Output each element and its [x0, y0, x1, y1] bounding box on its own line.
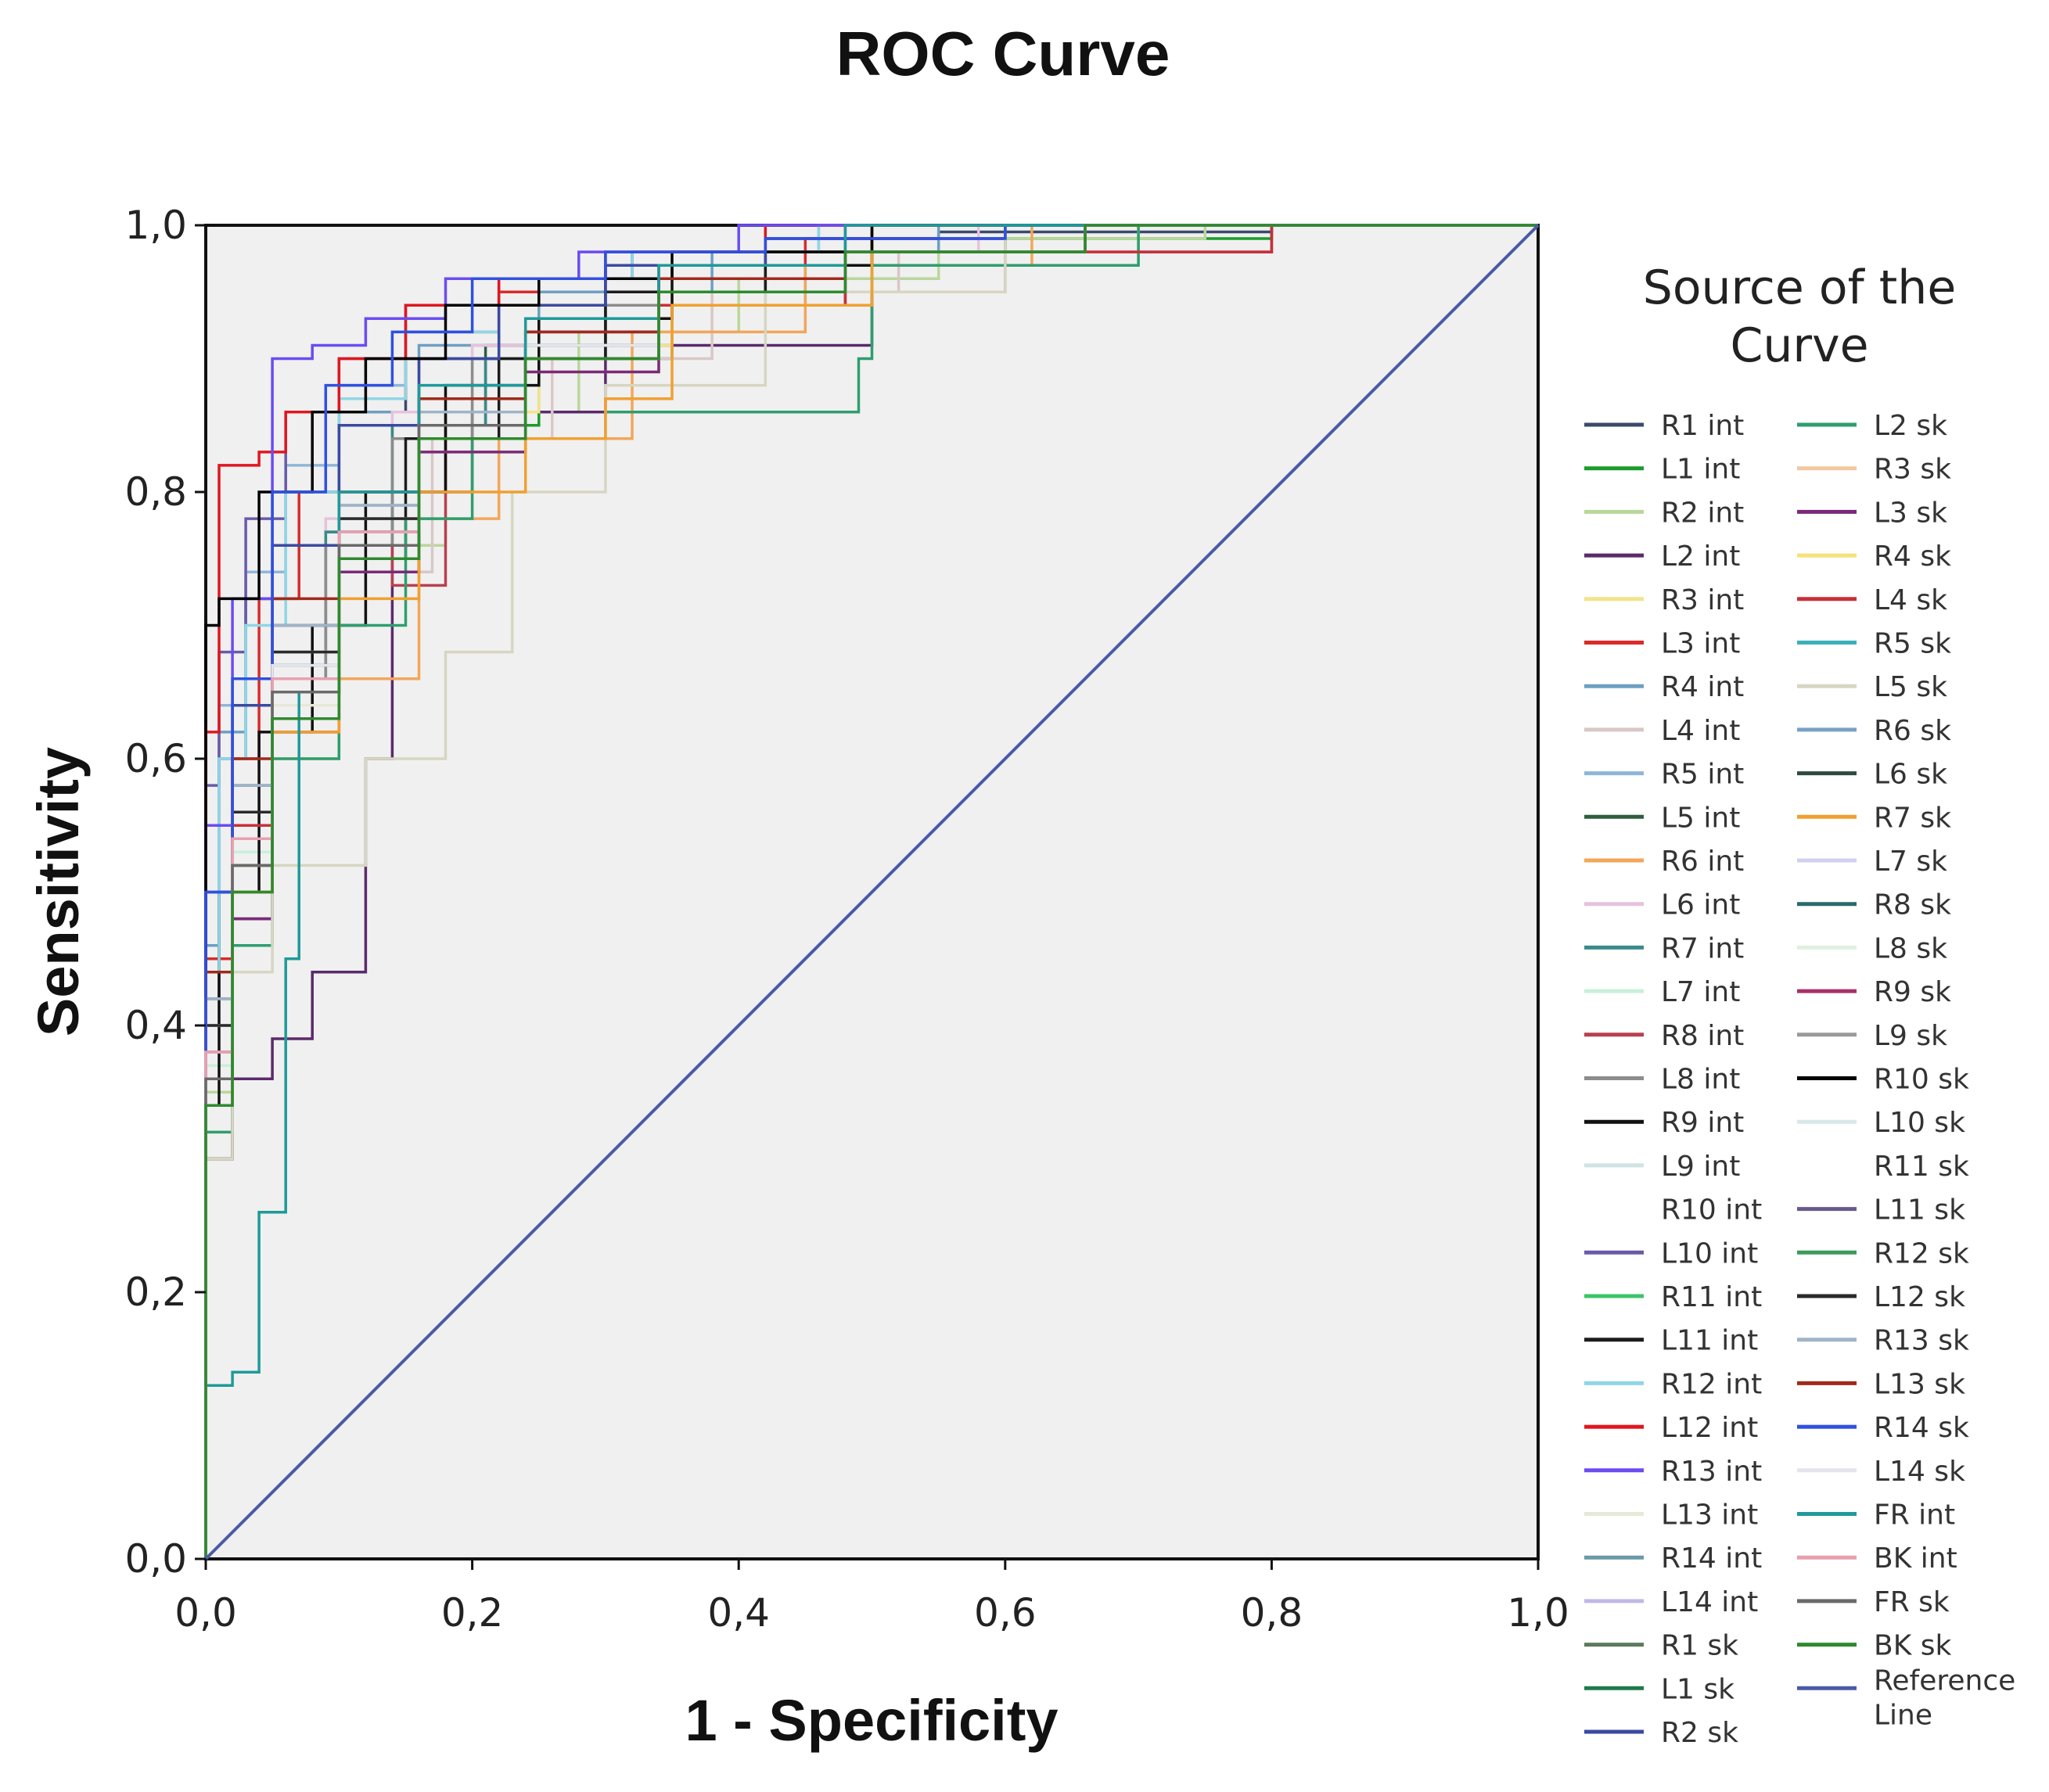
legend-label-l14-sk: L14 sk — [1874, 1456, 1965, 1488]
axis-ticks: 0,0 0,2 0,4 0,6 0,8 1,0 0,0 0,2 0,4 0,6 0,8 1,0 — [124, 203, 1569, 1636]
legend-label-r11-int: R11 int — [1661, 1281, 1762, 1313]
legend-label-r1-int: R1 int — [1661, 410, 1744, 442]
legend-label-l13-int: L13 int — [1661, 1499, 1758, 1532]
legend-label-l3-int: L3 int — [1661, 628, 1740, 660]
legend-label-r11-sk: R11 sk — [1874, 1151, 1969, 1183]
legend-label-l11-sk: L11 sk — [1874, 1194, 1965, 1226]
legend-label-r6-sk: R6 sk — [1874, 715, 1951, 747]
legend-label-l5-int: L5 int — [1661, 802, 1740, 834]
x-tick-label: 0,4 — [707, 1590, 770, 1636]
x-tick-label: 0,2 — [441, 1590, 504, 1636]
legend-label-r7-sk: R7 sk — [1874, 802, 1951, 834]
legend-label-l11-int: L11 int — [1661, 1325, 1758, 1357]
legend-label-r5-sk: R5 sk — [1874, 628, 1951, 660]
legend-items: R1 int L1 int R2 int L2 int R3 int L3 int R4 i… — [1584, 410, 2015, 1749]
legend-label-l5-sk: L5 sk — [1874, 671, 1947, 703]
legend-label-l6-int: L6 int — [1661, 889, 1740, 921]
y-tick-label: 1,0 — [124, 203, 187, 248]
legend-label-r14-int: R14 int — [1661, 1542, 1762, 1575]
legend-label-l10-sk: L10 sk — [1874, 1107, 1965, 1139]
legend-label-l2-int: L2 int — [1661, 540, 1740, 573]
legend-label-bk-sk: BK sk — [1874, 1630, 1952, 1662]
legend-label-reference-line: Reference — [1874, 1665, 2015, 1697]
legend-label-r3-int: R3 int — [1661, 584, 1744, 616]
legend-label-r9-sk: R9 sk — [1874, 976, 1951, 1008]
x-tick-label: 0,6 — [974, 1590, 1037, 1636]
legend-label-l7-int: L7 int — [1661, 976, 1740, 1008]
legend-label-l6-sk: L6 sk — [1874, 759, 1947, 791]
legend-label-r6-int: R6 int — [1661, 846, 1744, 878]
legend-label-l8-sk: L8 sk — [1874, 932, 1947, 964]
legend-label-r2-int: R2 int — [1661, 497, 1744, 529]
y-tick-label: 0,6 — [124, 736, 187, 781]
y-tick-label: 0,2 — [124, 1269, 187, 1315]
legend-label-r8-int: R8 int — [1661, 1020, 1744, 1052]
series-line-l2-sk — [204, 224, 1538, 1559]
legend-label-l12-int: L12 int — [1661, 1412, 1758, 1444]
roc-curves — [204, 224, 1540, 1560]
legend-label-l3-sk: L3 sk — [1874, 497, 1947, 529]
y-tick-label: 0,4 — [124, 1003, 187, 1048]
series-line-reference-line — [204, 224, 1540, 1560]
legend-label-r13-int: R13 int — [1661, 1456, 1762, 1488]
legend-label-r4-sk: R4 sk — [1874, 540, 1951, 573]
legend-label-r12-sk: R12 sk — [1874, 1237, 1969, 1269]
x-tick-label: 0,0 — [174, 1590, 237, 1636]
legend-label-fr-int: FR int — [1874, 1499, 1955, 1532]
legend-label-l2-sk: L2 sk — [1874, 410, 1947, 442]
legend-label-r4-int: R4 int — [1661, 671, 1744, 703]
legend-label-r5-int: R5 int — [1661, 759, 1744, 791]
x-tick-label: 1,0 — [1507, 1590, 1569, 1636]
legend-label-r9-int: R9 int — [1661, 1107, 1744, 1139]
y-axis-title: Sensitivity — [26, 747, 91, 1036]
legend: Source of the Curve R1 int L1 int R2 int L2… — [1584, 260, 2015, 1749]
y-tick-label: 0,0 — [124, 1536, 187, 1582]
legend-label-r10-int: R10 int — [1661, 1194, 1762, 1226]
legend-label-r13-sk: R13 sk — [1874, 1325, 1969, 1357]
legend-label-bk-int: BK int — [1874, 1542, 1957, 1575]
chart-title: ROC Curve — [836, 19, 1170, 88]
legend-label-l10-int: L10 int — [1661, 1237, 1758, 1269]
legend-label-r2-sk: R2 sk — [1661, 1717, 1738, 1749]
legend-label-l1-int: L1 int — [1661, 454, 1740, 486]
legend-label-l12-sk: L12 sk — [1874, 1281, 1965, 1313]
legend-label-r1-sk: R1 sk — [1661, 1630, 1738, 1662]
legend-label-l4-sk: L4 sk — [1874, 584, 1947, 616]
legend-label-l8-int: L8 int — [1661, 1064, 1740, 1096]
legend-label-r3-sk: R3 sk — [1874, 454, 1951, 486]
legend-label-r10-sk: R10 sk — [1874, 1064, 1969, 1096]
legend-label-r8-sk: R8 sk — [1874, 889, 1951, 921]
legend-label-l4-int: L4 int — [1661, 715, 1740, 747]
legend-label-reference-line: Line — [1874, 1699, 1932, 1731]
legend-label-l14-int: L14 int — [1661, 1586, 1758, 1618]
x-tick-label: 0,8 — [1241, 1590, 1303, 1636]
legend-label-fr-sk: FR sk — [1874, 1586, 1950, 1618]
legend-label-r12-int: R12 int — [1661, 1368, 1762, 1400]
legend-title: Source of the — [1643, 260, 1957, 315]
legend-label-l9-sk: L9 sk — [1874, 1020, 1947, 1052]
legend-label-r7-int: R7 int — [1661, 932, 1744, 964]
legend-label-r14-sk: R14 sk — [1874, 1412, 1969, 1444]
legend-title: Curve — [1730, 318, 1868, 373]
legend-label-l9-int: L9 int — [1661, 1151, 1740, 1183]
series-line-bk-sk — [204, 224, 1538, 1559]
legend-label-l13-sk: L13 sk — [1874, 1368, 1965, 1400]
series-line-r14-sk — [204, 224, 1538, 1559]
x-axis-title: 1 - Specificity — [685, 1688, 1058, 1753]
legend-label-l1-sk: L1 sk — [1661, 1673, 1734, 1705]
legend-label-l7-sk: L7 sk — [1874, 846, 1947, 878]
y-tick-label: 0,8 — [124, 469, 187, 515]
